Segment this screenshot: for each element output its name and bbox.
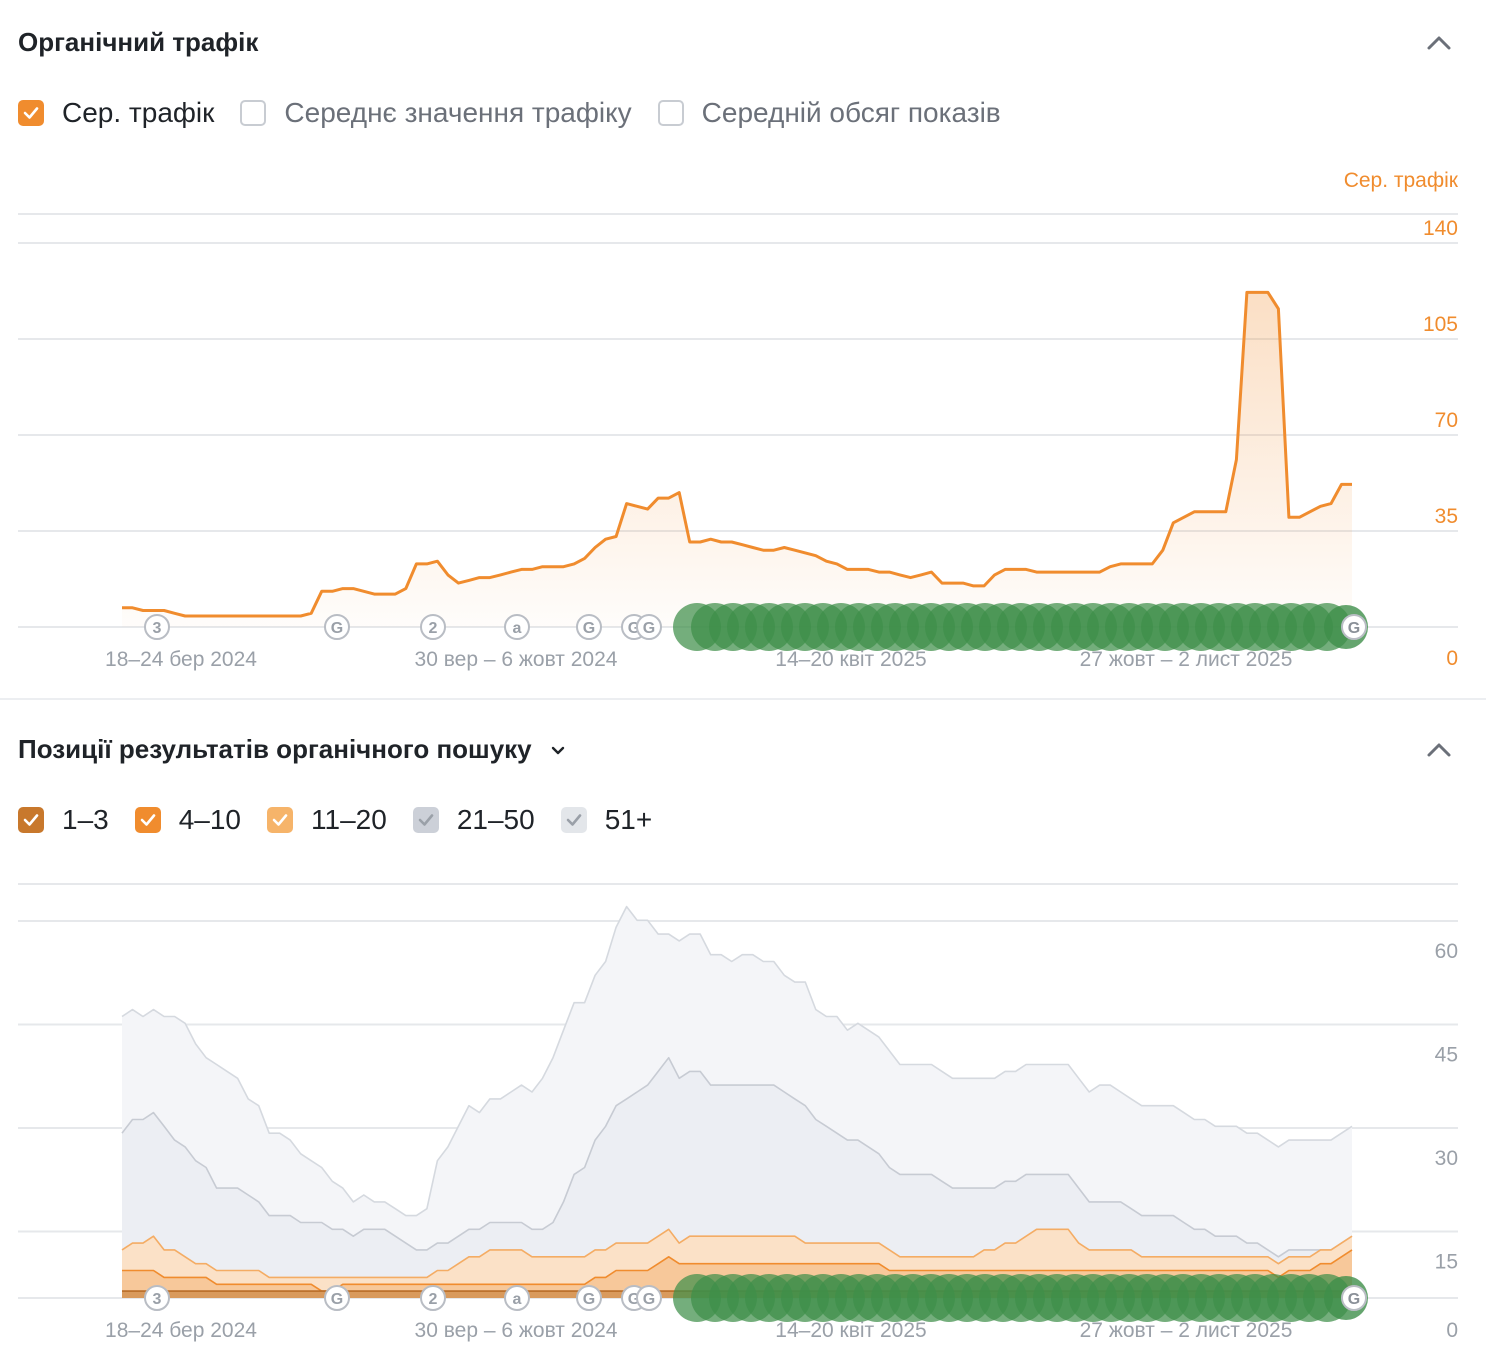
x-tick-label: 18–24 бер 2024: [105, 648, 257, 671]
y-tick-label: 60: [1435, 940, 1458, 963]
svg-text:3: 3: [153, 1291, 162, 1308]
y-tick-label: 35: [1435, 505, 1458, 528]
checkbox-unchecked-icon: [657, 100, 684, 126]
svg-text:G: G: [1348, 1291, 1360, 1308]
series-area-11–20: [122, 1229, 1352, 1292]
svg-text:G: G: [583, 620, 595, 637]
checkbox-checked-icon: [267, 807, 294, 833]
svg-text:G: G: [643, 1291, 655, 1308]
y-tick-label: 0: [1446, 647, 1458, 670]
traffic-line[interactable]: [122, 290, 1352, 618]
checkbox-range-2[interactable]: 4–10: [134, 804, 242, 836]
checkbox-range-1[interactable]: 1–3: [18, 804, 109, 836]
x-tick-label: 27 жовт – 2 лист 2025: [1080, 1319, 1293, 1342]
series-area-51+: [122, 906, 1352, 1257]
traffic-area: [122, 292, 1352, 627]
position-range-toggles: 1–3 4–10 11–20 21–50 51+: [18, 804, 678, 836]
checkbox-label: Середнє значення трафіку: [284, 97, 632, 128]
svg-text:2: 2: [429, 1291, 438, 1308]
x-tick-label: 14–20 квіт 2025: [775, 648, 926, 671]
y-tick-label: 30: [1435, 1147, 1458, 1170]
y-tick-label: 0: [1446, 1319, 1458, 1342]
checkbox-label: 21–50: [456, 804, 535, 835]
checkbox-label: 51+: [604, 804, 653, 835]
checkbox-checked-icon: [412, 807, 439, 833]
checkbox-range-4[interactable]: 21–50: [412, 804, 535, 836]
number-marker[interactable]: 2: [420, 614, 446, 640]
y-tick-label: 140: [1423, 217, 1458, 240]
chevron-up-icon: [1427, 36, 1451, 50]
checkbox-unchecked-icon: [240, 100, 267, 126]
series-line-21–50[interactable]: [121, 1056, 1353, 1258]
google-update-icon[interactable]: G: [324, 614, 350, 640]
checkbox-range-5[interactable]: 51+: [560, 804, 653, 836]
y-axis-title: Сер. трафік: [1344, 169, 1459, 192]
section-divider: [0, 698, 1486, 700]
svg-text:a: a: [513, 620, 522, 637]
traffic-metric-toggles: Сер. трафік Середнє значення трафіку Сер…: [18, 97, 1027, 129]
y-tick-label: 15: [1435, 1251, 1458, 1274]
svg-text:G: G: [331, 1291, 343, 1308]
x-tick-label: 14–20 квіт 2025: [775, 1319, 926, 1342]
checkbox-checked-icon: [560, 807, 587, 833]
google-update-icon[interactable]: G: [324, 1285, 350, 1311]
google-update-icon[interactable]: G: [576, 1285, 602, 1311]
google-update-icon[interactable]: G: [636, 614, 662, 640]
amazon-marker-icon[interactable]: a: [504, 1285, 530, 1311]
traffic-collapse-button[interactable]: [1422, 26, 1456, 60]
checkbox-label: 1–3: [62, 804, 109, 835]
number-marker[interactable]: 3: [144, 1285, 170, 1311]
x-tick-label: 30 вер – 6 жовт 2024: [415, 1319, 618, 1342]
checkbox-label: 4–10: [178, 804, 242, 835]
svg-text:3: 3: [153, 620, 162, 637]
chevron-up-icon: [1427, 743, 1451, 757]
positions-title-text: Позиції результатів органічного пошуку: [18, 734, 532, 764]
checkbox-checked-icon: [18, 100, 44, 126]
chevron-down-icon[interactable]: [549, 742, 567, 760]
google-update-icon[interactable]: G: [1324, 605, 1368, 649]
x-tick-label: 18–24 бер 2024: [105, 1319, 257, 1342]
checkbox-impressions[interactable]: Середній обсяг показів: [657, 97, 1001, 129]
y-tick-label: 45: [1435, 1044, 1458, 1067]
google-update-icon[interactable]: G: [1324, 1276, 1368, 1320]
google-update-icon[interactable]: G: [636, 1285, 662, 1311]
checkbox-traffic-value[interactable]: Середнє значення трафіку: [240, 97, 632, 129]
number-marker[interactable]: 3: [144, 614, 170, 640]
svg-text:a: a: [513, 1291, 522, 1308]
svg-text:G: G: [1348, 620, 1360, 637]
checkbox-label: Середній обсяг показів: [701, 97, 1001, 128]
positions-collapse-button[interactable]: [1422, 733, 1456, 767]
y-tick-label: 105: [1423, 313, 1458, 336]
traffic-section-title: Органічний трафік: [18, 27, 259, 57]
positions-section-title[interactable]: Позиції результатів органічного пошуку: [18, 734, 567, 765]
series-line-11–20[interactable]: [121, 1228, 1353, 1279]
amazon-marker-icon[interactable]: a: [504, 614, 530, 640]
checkbox-checked-icon: [18, 807, 44, 833]
checkbox-avg-traffic[interactable]: Сер. трафік: [18, 97, 214, 129]
series-area-21–50: [122, 1057, 1352, 1278]
svg-text:2: 2: [429, 620, 438, 637]
checkbox-label: Сер. трафік: [62, 97, 215, 128]
x-tick-label: 27 жовт – 2 лист 2025: [1080, 648, 1293, 671]
series-line-51+[interactable]: [121, 905, 1353, 1217]
x-tick-label: 30 вер – 6 жовт 2024: [415, 648, 618, 671]
y-tick-label: 70: [1435, 409, 1458, 432]
google-update-icon[interactable]: G: [576, 614, 602, 640]
checkbox-checked-icon: [134, 807, 161, 833]
svg-text:G: G: [331, 620, 343, 637]
checkbox-range-3[interactable]: 11–20: [267, 804, 387, 836]
svg-text:G: G: [643, 620, 655, 637]
number-marker[interactable]: 2: [420, 1285, 446, 1311]
svg-text:G: G: [583, 1291, 595, 1308]
checkbox-label: 11–20: [311, 804, 387, 835]
